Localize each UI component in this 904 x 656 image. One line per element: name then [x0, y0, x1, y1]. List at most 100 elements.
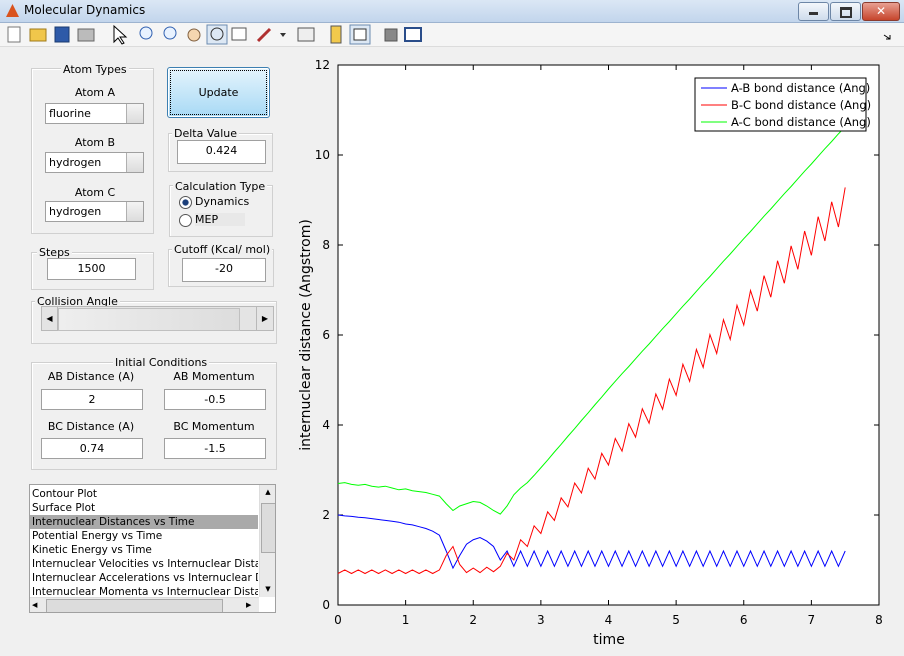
collision-angle-group: [31, 301, 277, 344]
group-title: Collision Angle: [35, 295, 120, 308]
list-item[interactable]: Internuclear Velocities vs Internuclear …: [32, 558, 258, 570]
link-icon[interactable]: [297, 27, 315, 42]
hide-tools-icon[interactable]: [384, 28, 398, 42]
list-item[interactable]: Potential Energy vs Time: [32, 530, 163, 542]
y-tick-label: 10: [315, 148, 330, 162]
group-title: Delta Value: [172, 127, 240, 140]
group-title: Cutoff (Kcal/ mol): [172, 243, 273, 256]
x-tick-label: 8: [875, 613, 883, 627]
new-icon[interactable]: [7, 26, 21, 43]
title-bar: Molecular Dynamics ✕: [0, 0, 904, 23]
pointer-icon[interactable]: [113, 24, 128, 45]
scroll-up[interactable]: ▲: [265, 488, 271, 496]
legend-label: A-B bond distance (Ang): [731, 81, 870, 95]
cutoff-input[interactable]: -20: [182, 258, 266, 282]
legend-label: B-C bond distance (Ang): [731, 98, 871, 112]
close-button[interactable]: ✕: [862, 2, 900, 21]
zoom-out-icon[interactable]: [163, 26, 177, 40]
colorbar-icon[interactable]: [330, 25, 342, 44]
update-button[interactable]: Update: [167, 67, 270, 118]
field-input[interactable]: -1.5: [164, 438, 266, 459]
minimize-button[interactable]: [798, 2, 829, 21]
series-line: [337, 126, 846, 515]
y-tick-label: 0: [322, 598, 330, 612]
scroll-left[interactable]: ◀: [32, 601, 38, 609]
field-label: AB Momentum: [173, 370, 255, 383]
dropdown-arrow[interactable]: [126, 202, 143, 221]
series-line: [337, 514, 846, 570]
slider-left-arrow[interactable]: ◀: [42, 307, 58, 330]
radio-button[interactable]: [179, 196, 192, 209]
field-input[interactable]: -0.5: [164, 389, 266, 410]
steps-group: [31, 252, 154, 290]
x-tick-label: 6: [740, 613, 748, 627]
list-item[interactable]: Surface Plot: [32, 502, 96, 514]
open-icon[interactable]: [29, 28, 47, 42]
dropdown-arrow[interactable]: [126, 104, 143, 123]
scroll-hthumb[interactable]: [46, 599, 223, 612]
scroll-right[interactable]: ▶: [246, 601, 252, 609]
radio-label: MEP: [195, 213, 246, 226]
list-item[interactable]: Kinetic Energy vs Time: [32, 544, 152, 556]
y-tick-label: 12: [315, 58, 330, 72]
dropdown-value: hydrogen: [49, 156, 102, 169]
group-title: Atom Types: [61, 63, 129, 76]
y-tick-label: 8: [322, 238, 330, 252]
brush-menu[interactable]: [280, 33, 286, 37]
atom-dropdown[interactable]: hydrogen: [45, 201, 144, 222]
horizontal-scrollbar[interactable]: ◀ ▶: [30, 597, 259, 612]
rotate-icon[interactable]: [206, 24, 228, 45]
dock-icon[interactable]: [883, 34, 891, 40]
x-tick-label: 1: [402, 613, 410, 627]
group-title: Steps: [37, 246, 72, 259]
slider-right-arrow[interactable]: ▶: [256, 307, 273, 330]
field-input[interactable]: 0.74: [41, 438, 143, 459]
legend-box: [694, 77, 867, 132]
atom-dropdown[interactable]: hydrogen: [45, 152, 144, 173]
scroll-down[interactable]: ▼: [265, 585, 271, 593]
field-input[interactable]: 2: [41, 389, 143, 410]
x-tick-label: 7: [808, 613, 816, 627]
datacursor-icon[interactable]: [231, 27, 247, 41]
collision-angle-slider[interactable]: ◀ ▶: [41, 306, 274, 331]
pan-icon[interactable]: [187, 28, 201, 42]
legend-label: A-C bond distance (Ang): [731, 115, 871, 129]
window-title: Molecular Dynamics: [24, 3, 146, 17]
field-label: BC Distance (A): [47, 420, 135, 433]
app-icon: [6, 4, 19, 17]
dropdown-arrow[interactable]: [126, 153, 143, 172]
plot-area: [337, 64, 880, 606]
radio-label: Dynamics: [195, 195, 250, 208]
list-item[interactable]: Contour Plot: [32, 488, 98, 500]
field-label: BC Momentum: [173, 420, 255, 433]
rotate-glyph: [210, 27, 224, 41]
x-tick-label: 4: [605, 613, 613, 627]
steps-input[interactable]: 1500: [47, 258, 136, 280]
x-tick-label: 0: [334, 613, 342, 627]
list-item[interactable]: Internuclear Momenta vs Internuclear Dis…: [32, 586, 258, 598]
brush-icon[interactable]: [256, 27, 272, 43]
dropdown-value: fluorine: [49, 107, 91, 120]
x-tick-label: 5: [672, 613, 680, 627]
maximize-button[interactable]: [830, 2, 861, 21]
atom-dropdown[interactable]: fluorine: [45, 103, 144, 124]
print-icon[interactable]: [77, 28, 95, 42]
list-item[interactable]: Internuclear Distances vs Time: [30, 515, 258, 529]
y-tick-label: 6: [322, 328, 330, 342]
radio-button[interactable]: [179, 214, 192, 227]
slider-thumb[interactable]: [58, 308, 240, 331]
scroll-thumb[interactable]: [261, 503, 275, 553]
x-tick-label: 3: [537, 613, 545, 627]
x-tick-label: 2: [469, 613, 477, 627]
vertical-scrollbar[interactable]: ▲ ▼: [259, 485, 275, 597]
list-item[interactable]: Internuclear Accelerations vs Internucle…: [32, 572, 258, 584]
zoom-in-icon[interactable]: [139, 26, 153, 40]
field-label: AB Distance (A): [47, 370, 135, 383]
group-title: Calculation Type: [173, 180, 268, 193]
show-tools-icon[interactable]: [404, 27, 422, 42]
plot-listbox[interactable]: Contour Plot Surface Plot Internuclear Dis…: [29, 484, 276, 613]
atom-label: Atom B: [74, 136, 116, 149]
delta-value-input[interactable]: 0.424: [177, 140, 266, 164]
save-icon[interactable]: [54, 26, 70, 43]
